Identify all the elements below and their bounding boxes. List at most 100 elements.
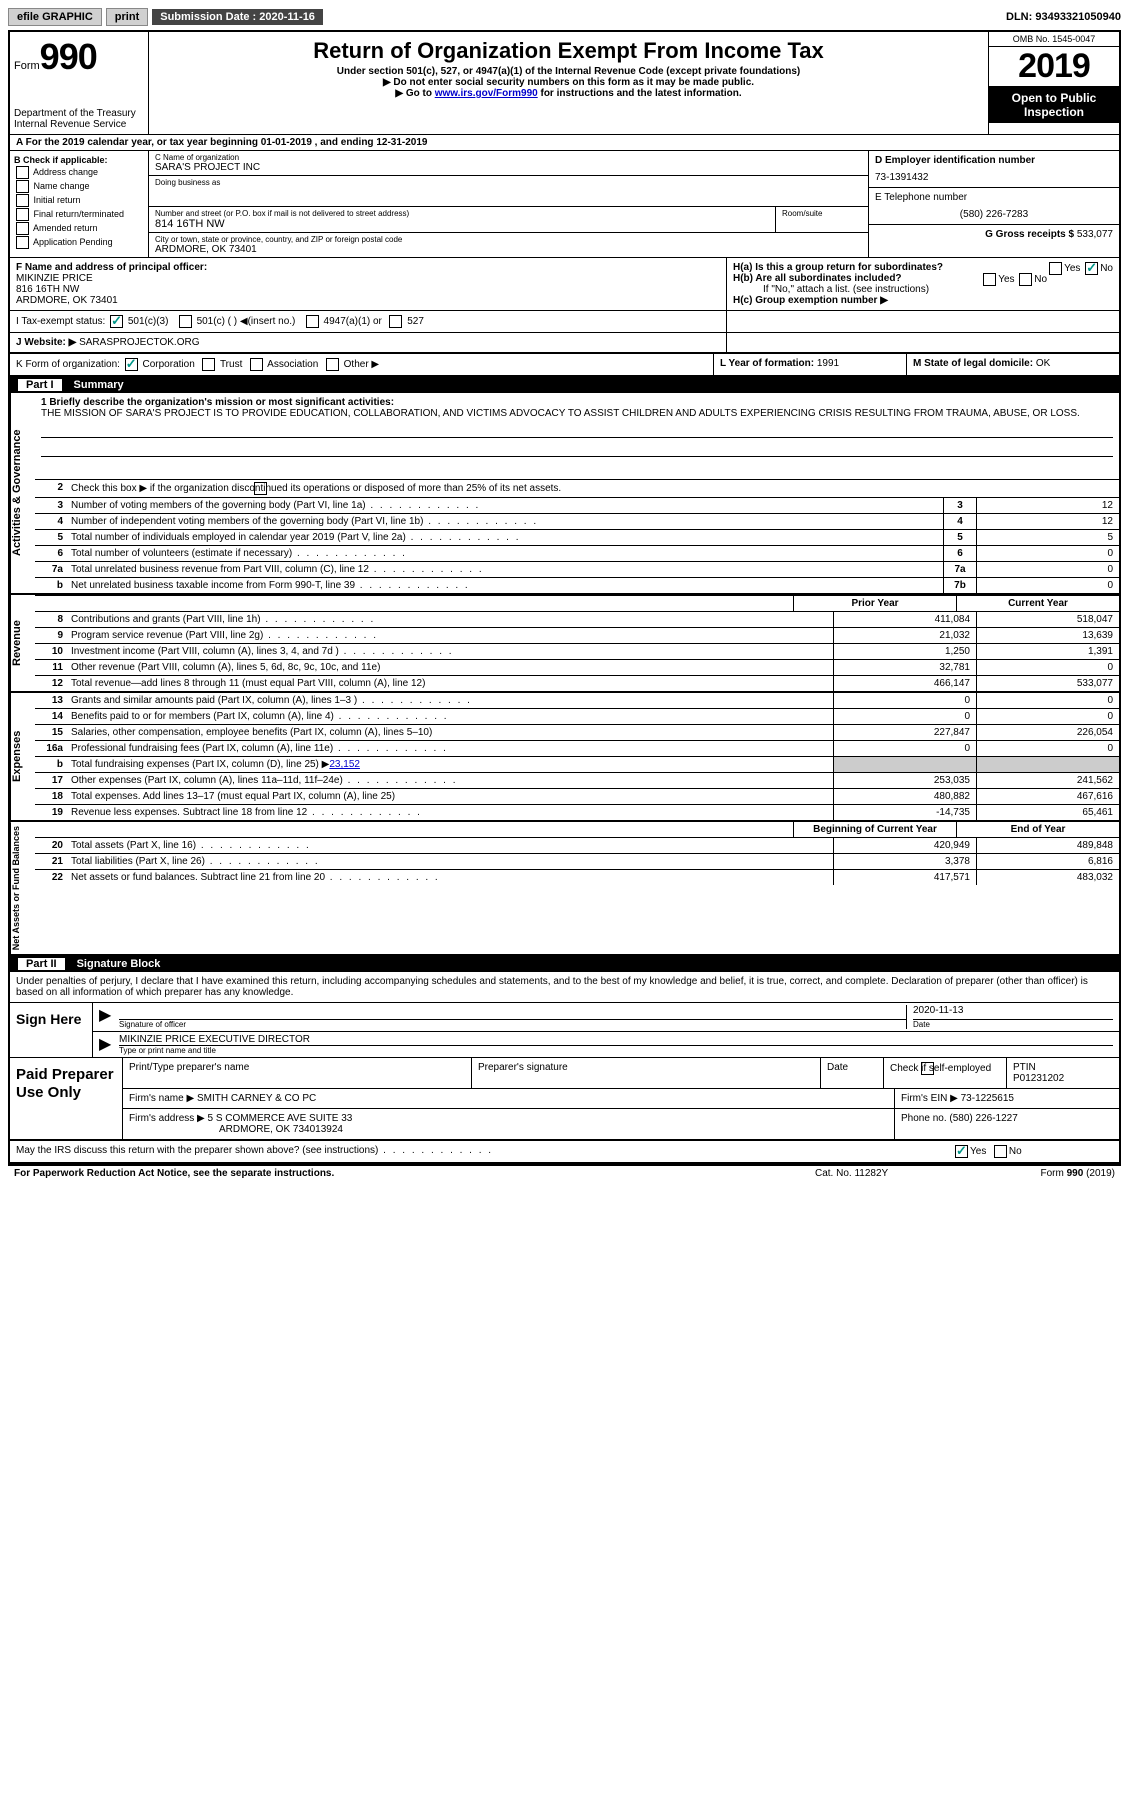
chk-corp[interactable] (125, 358, 138, 371)
chk-501c3[interactable] (110, 315, 123, 328)
addr-row: Number and street (or P.O. box if mail i… (149, 207, 868, 233)
line-21: 21Total liabilities (Part X, line 26) 3,… (35, 853, 1119, 869)
l21-cy: 6,816 (976, 854, 1119, 869)
form-number: Form990 (14, 36, 144, 78)
dba-label: Doing business as (155, 178, 862, 187)
opt-trust: Trust (220, 359, 242, 370)
print-btn[interactable]: print (106, 8, 148, 26)
phone-label: E Telephone number (875, 192, 967, 203)
hb-no: No (1034, 274, 1047, 285)
l3-box: 3 (943, 498, 976, 513)
l-val: 1991 (817, 358, 839, 369)
l19-desc: Revenue less expenses. Subtract line 18 … (67, 805, 833, 820)
l13-cy: 0 (976, 693, 1119, 708)
box-c: C Name of organization SARA'S PROJECT IN… (149, 151, 869, 257)
l19-cy: 65,461 (976, 805, 1119, 820)
l22-desc: Net assets or fund balances. Subtract li… (67, 870, 833, 885)
prep-h5: PTINP01231202 (1007, 1058, 1119, 1088)
row-j-right (727, 333, 1119, 352)
chk-self-employed[interactable] (921, 1062, 934, 1075)
line-10: 10Investment income (Part VIII, column (… (35, 643, 1119, 659)
chk-discontinued[interactable] (254, 482, 267, 495)
l7b-val: 0 (976, 578, 1119, 593)
chk-other[interactable] (326, 358, 339, 371)
officer-addr1: 816 16TH NW (16, 284, 79, 295)
gross-label: G Gross receipts $ (985, 229, 1077, 240)
opt-501c: 501(c) ( ) ◀(insert no.) (197, 316, 296, 327)
l6-val: 0 (976, 546, 1119, 561)
form-label: Form (14, 60, 40, 72)
chk-assoc[interactable] (250, 358, 263, 371)
tax-exempt-status: I Tax-exempt status: 501(c)(3) 501(c) ( … (10, 311, 727, 332)
prep-firm-name-line: Firm's name ▶ SMITH CARNEY & CO PC Firm'… (123, 1089, 1119, 1109)
exp-content: 13Grants and similar amounts paid (Part … (35, 693, 1119, 820)
part2-header: Part II Signature Block (10, 956, 1119, 972)
l3-val: 12 (976, 498, 1119, 513)
mission-box: 1 Briefly describe the organization's mi… (35, 393, 1119, 479)
part2-num: Part II (18, 958, 65, 970)
officer-name: MIKINZIE PRICE (16, 273, 93, 284)
l12-py: 466,147 (833, 676, 976, 691)
chk-4947[interactable] (306, 315, 319, 328)
sign-here-row: Sign Here ▶ Signature of officer 2020-11… (10, 1003, 1119, 1058)
footer-right: Form 990 (2019) (965, 1168, 1115, 1179)
l3-desc: Number of voting members of the governin… (67, 498, 943, 513)
row-a-tax-year: A For the 2019 calendar year, or tax yea… (10, 135, 1119, 151)
opt-other: Other ▶ (344, 359, 379, 370)
opt-address-change[interactable]: Address change (14, 166, 144, 179)
chk-501c[interactable] (179, 315, 192, 328)
chk-discuss-yes[interactable] (955, 1145, 968, 1158)
line-22: 22Net assets or fund balances. Subtract … (35, 869, 1119, 885)
box-b-label: B Check if applicable: (14, 155, 108, 165)
line-5: 5Total number of individuals employed in… (35, 529, 1119, 545)
l16a-py: 0 (833, 741, 976, 756)
mission-line3 (41, 461, 1113, 475)
l13-py: 0 (833, 693, 976, 708)
opt-name-change[interactable]: Name change (14, 180, 144, 193)
paid-preparer-label: Paid Preparer Use Only (10, 1058, 122, 1139)
row-a-text: A For the 2019 calendar year, or tax yea… (16, 137, 427, 148)
l8-cy: 518,047 (976, 612, 1119, 627)
line-6: 6Total number of volunteers (estimate if… (35, 545, 1119, 561)
l12-cy: 533,077 (976, 676, 1119, 691)
room-cell: Room/suite (776, 207, 868, 232)
city-cell: City or town, state or province, country… (149, 233, 868, 257)
hdr-eoy: End of Year (956, 822, 1119, 837)
l21-desc: Total liabilities (Part X, line 26) (67, 854, 833, 869)
efile-btn[interactable]: efile GRAPHIC (8, 8, 102, 26)
opt-application-pending[interactable]: Application Pending (14, 236, 144, 249)
l7a-box: 7a (943, 562, 976, 577)
l16b-val: 23,152 (329, 759, 360, 770)
side-net: Net Assets or Fund Balances (10, 822, 35, 954)
irs-link[interactable]: www.irs.gov/Form990 (435, 88, 538, 99)
firm-addr2: ARDMORE, OK 734013924 (219, 1124, 343, 1135)
line-2: 2 Check this box ▶ if the organization d… (35, 479, 1119, 497)
ein-cell: D Employer identification number 73-1391… (869, 151, 1119, 188)
footer: For Paperwork Reduction Act Notice, see … (8, 1166, 1121, 1181)
prep-h2: Preparer's signature (472, 1058, 821, 1088)
opt-corp: Corporation (143, 359, 195, 370)
sig-declaration: Under penalties of perjury, I declare th… (10, 972, 1119, 1003)
l16a-cy: 0 (976, 741, 1119, 756)
prep-h4: Check if self-employed (884, 1058, 1007, 1088)
ha-row: H(a) Is this a group return for subordin… (733, 262, 1113, 273)
chk-trust[interactable] (202, 358, 215, 371)
mission-line1 (41, 423, 1113, 438)
ptin-val: P01231202 (1013, 1073, 1064, 1084)
opt-final-return[interactable]: Final return/terminated (14, 208, 144, 221)
chk-527[interactable] (389, 315, 402, 328)
opt-initial-return[interactable]: Initial return (14, 194, 144, 207)
line-7a: 7aTotal unrelated business revenue from … (35, 561, 1119, 577)
part1-num: Part I (18, 379, 62, 391)
l22-py: 417,571 (833, 870, 976, 885)
chk-discuss-no[interactable] (994, 1145, 1007, 1158)
phone-cell: E Telephone number (580) 226-7283 (869, 188, 1119, 225)
ha-no: No (1100, 263, 1113, 274)
l5-box: 5 (943, 530, 976, 545)
l17-desc: Other expenses (Part IX, column (A), lin… (67, 773, 833, 788)
subtitle-1: Under section 501(c), 527, or 4947(a)(1)… (153, 66, 984, 77)
line-7b: bNet unrelated business taxable income f… (35, 577, 1119, 593)
row-k-label: K Form of organization: (16, 359, 120, 370)
opt-amended-return[interactable]: Amended return (14, 222, 144, 235)
open-public: Open to Public Inspection (989, 87, 1119, 123)
